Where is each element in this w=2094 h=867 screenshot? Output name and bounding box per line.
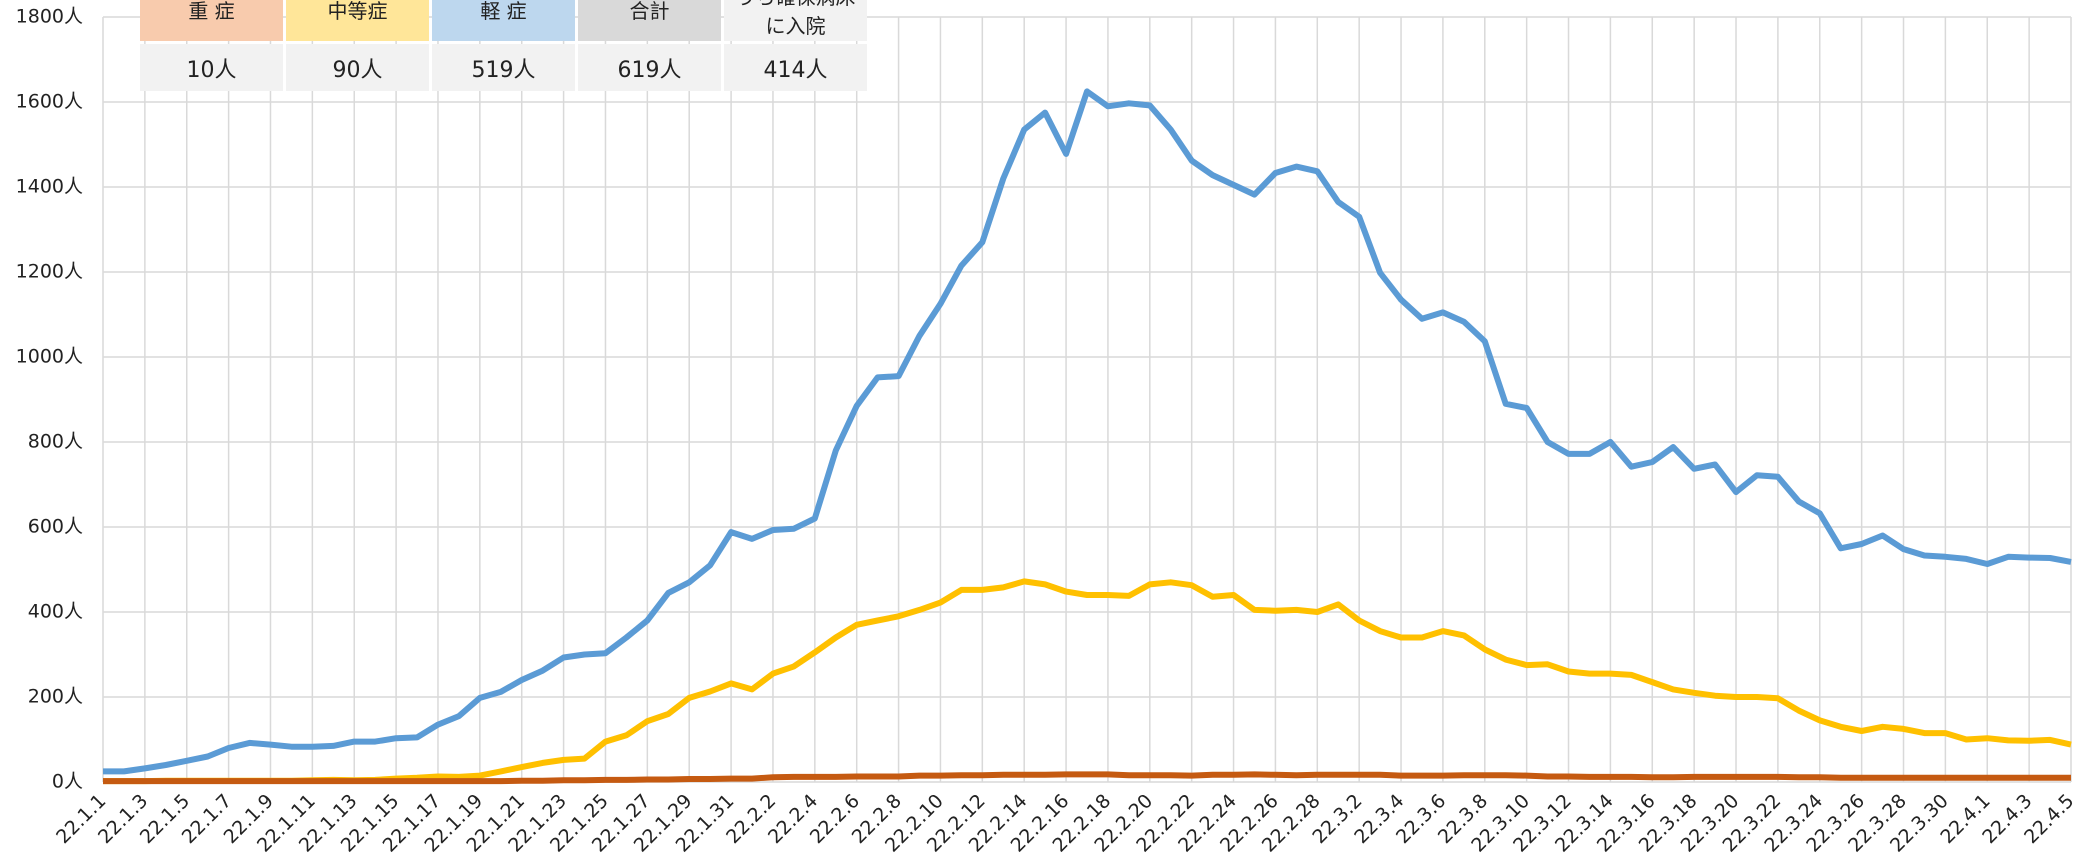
y-tick-label: 1000人: [16, 346, 83, 368]
header-text: 中等症: [327, 0, 388, 23]
header-text: うち確保病床: [736, 0, 856, 10]
header-text: 軽 症: [480, 0, 527, 23]
value-cell: 414人: [724, 44, 867, 91]
series-line: [103, 578, 2072, 785]
value-cell: 519人: [432, 44, 575, 91]
y-tick-label: 200人: [28, 686, 83, 708]
y-tick-label: 800人: [28, 431, 83, 453]
header-cell: 軽 症: [432, 0, 575, 41]
y-tick-label: 400人: [28, 601, 83, 623]
value-cell: 619人: [578, 44, 721, 91]
header-cell: 中等症: [286, 0, 429, 41]
header-text: 合計: [629, 0, 670, 23]
y-tick-label: 1600人: [16, 91, 83, 113]
y-tick-label: 0人: [52, 771, 83, 793]
header-text: に入院: [765, 13, 826, 38]
value-cell: 10人: [140, 44, 283, 91]
header-text: 重 症: [188, 0, 235, 23]
y-tick-label: 1800人: [16, 6, 83, 28]
header-cell: 重 症: [140, 0, 283, 41]
value-cell: 90人: [286, 44, 429, 91]
header-cell: 合計: [578, 0, 721, 41]
y-tick-label: 1200人: [16, 261, 83, 283]
series-line: [103, 88, 2072, 775]
header-cell: うち確保病床に入院: [724, 0, 867, 41]
y-tick-label: 1400人: [16, 176, 83, 198]
series-line: [103, 771, 2071, 785]
y-tick-label: 600人: [28, 516, 83, 538]
